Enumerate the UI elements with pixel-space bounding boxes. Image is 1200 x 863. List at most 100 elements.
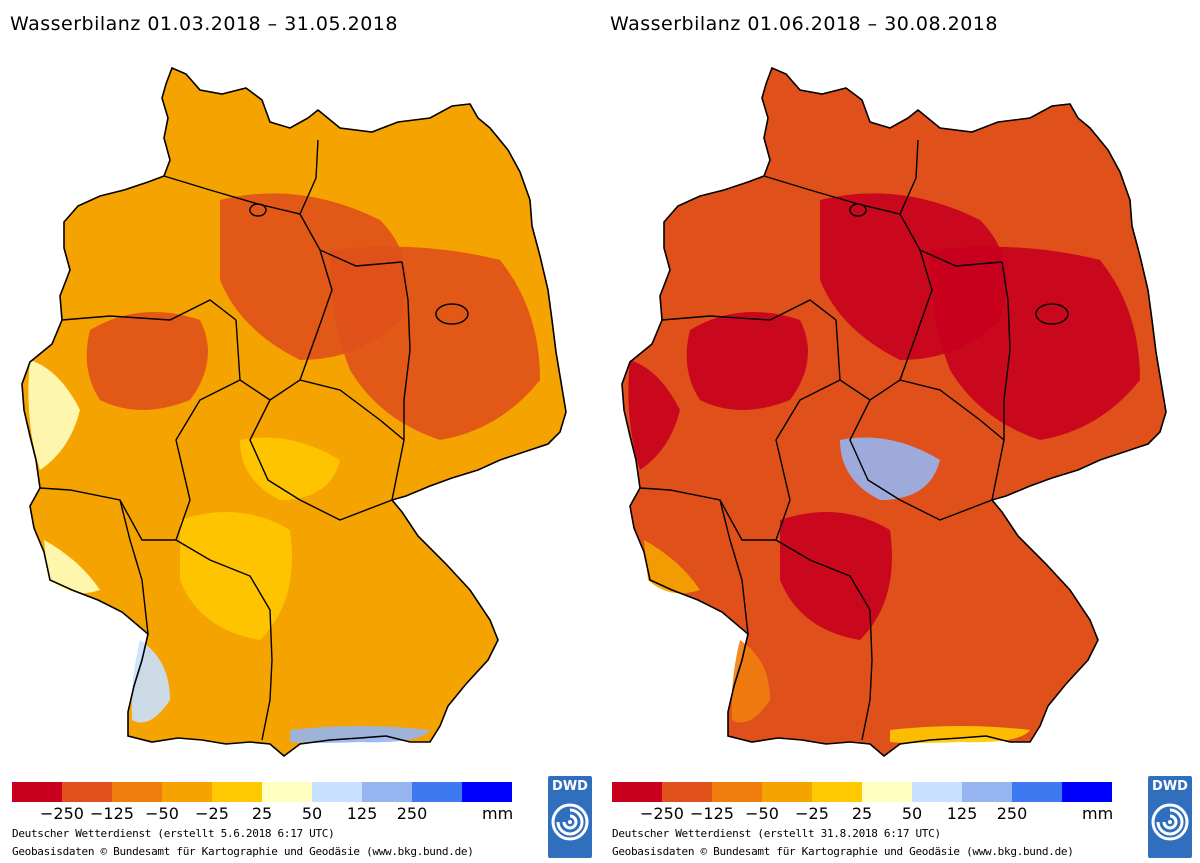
- color-scale: [612, 782, 1112, 802]
- tick-label: −125: [90, 804, 134, 823]
- tick-label: 125: [346, 804, 378, 823]
- germany-map: [621, 66, 1167, 758]
- balance-zone: [240, 437, 340, 500]
- dwd-logo: DWD: [548, 776, 592, 858]
- tick-label: 250: [396, 804, 428, 823]
- country-outline: [21, 66, 567, 758]
- dwd-logo-text: DWD: [1152, 779, 1188, 794]
- credit-line: Geobasisdaten © Bundesamt für Kartograph…: [12, 845, 474, 858]
- state-border: [991, 261, 1011, 501]
- color-scale: [12, 782, 512, 802]
- state-border: [249, 203, 267, 217]
- scale-swatch: [712, 782, 762, 802]
- credit-line: Geobasisdaten © Bundesamt für Kartograph…: [612, 845, 1074, 858]
- scale-swatch: [362, 782, 412, 802]
- scale-swatch: [312, 782, 362, 802]
- state-border: [249, 399, 393, 521]
- tick-label: −125: [690, 804, 734, 823]
- map-title: Wasserbilanz 01.03.2018 – 31.05.2018: [10, 13, 398, 35]
- scale-ticks: −250 −125 −50 −25 25 50 125 250: [612, 804, 1132, 824]
- scale-swatch: [812, 782, 862, 802]
- balance-zone: [86, 312, 208, 410]
- scale-swatch: [1012, 782, 1062, 802]
- germany-shape: [622, 68, 1166, 756]
- dwd-logo: DWD: [1148, 776, 1192, 858]
- state-border: [163, 139, 319, 215]
- scale-swatch: [912, 782, 962, 802]
- scale-swatch: [1062, 782, 1112, 802]
- state-border: [775, 319, 841, 541]
- state-border: [175, 319, 241, 541]
- scale-swatch: [462, 782, 512, 802]
- scale-swatch: [962, 782, 1012, 802]
- map-panel-spring: Wasserbilanz 01.03.2018 – 31.05.2018 −25…: [10, 13, 592, 858]
- balance-zone: [686, 312, 808, 410]
- scale-swatch: [162, 782, 212, 802]
- scale-swatch: [62, 782, 112, 802]
- tick-label: −50: [745, 804, 779, 823]
- state-border: [119, 499, 149, 635]
- state-border: [849, 399, 993, 521]
- tick-label: −25: [195, 804, 229, 823]
- tick-label: −250: [640, 804, 684, 823]
- balance-zone: [628, 360, 680, 470]
- balance-zone: [930, 246, 1140, 440]
- tick-label: −25: [795, 804, 829, 823]
- credit-line: Deutscher Wetterdienst (erstellt 5.6.201…: [12, 827, 335, 840]
- tick-label: −250: [40, 804, 84, 823]
- balance-zone: [840, 437, 940, 500]
- state-border: [391, 261, 411, 501]
- state-border: [763, 139, 919, 215]
- state-border: [299, 213, 403, 267]
- state-borders: [639, 139, 1069, 741]
- state-border: [775, 539, 873, 741]
- germany-shape: [22, 68, 566, 756]
- state-border: [899, 379, 1005, 441]
- balance-zone: [180, 512, 292, 640]
- state-border: [849, 203, 867, 217]
- balance-zone: [780, 512, 892, 640]
- swirl-icon: [551, 803, 589, 841]
- tick-label: 50: [901, 804, 923, 823]
- tick-label: 125: [946, 804, 978, 823]
- unit-label: mm: [482, 804, 514, 823]
- state-border: [61, 299, 237, 321]
- dwd-logo-text: DWD: [552, 779, 588, 794]
- state-border: [719, 499, 749, 635]
- credit-line: Deutscher Wetterdienst (erstellt 31.8.20…: [612, 827, 941, 840]
- scale-swatch: [12, 782, 62, 802]
- tick-label: 250: [996, 804, 1028, 823]
- tick-label: 25: [851, 804, 873, 823]
- water-balance-zones: [628, 193, 1140, 743]
- scale-swatch: [662, 782, 712, 802]
- state-border: [1035, 303, 1069, 325]
- state-border: [239, 249, 333, 401]
- map-panel-summer: Wasserbilanz 01.06.2018 – 30.08.2018 −25…: [600, 0, 1200, 863]
- tick-label: 50: [301, 804, 323, 823]
- state-border: [175, 539, 273, 741]
- state-border: [661, 299, 837, 321]
- unit-label: mm: [1082, 804, 1114, 823]
- scale-swatch: [762, 782, 812, 802]
- swirl-icon: [1151, 803, 1189, 841]
- country-outline: [621, 66, 1167, 758]
- scale-swatch: [212, 782, 262, 802]
- germany-map: [21, 66, 567, 758]
- balance-zone: [44, 540, 100, 594]
- scale-swatch: [862, 782, 912, 802]
- tick-label: 25: [251, 804, 273, 823]
- balance-zone: [28, 360, 80, 470]
- scale-swatch: [262, 782, 312, 802]
- state-borders: [39, 139, 469, 741]
- scale-swatch: [412, 782, 462, 802]
- tick-label: −50: [145, 804, 179, 823]
- state-border: [839, 249, 933, 401]
- scale-ticks: −250 −125 −50 −25 25 50 125 250: [12, 804, 532, 824]
- balance-zone: [330, 246, 540, 440]
- scale-swatch: [612, 782, 662, 802]
- scale-swatch: [112, 782, 162, 802]
- balance-zone: [644, 540, 700, 594]
- map-title: Wasserbilanz 01.06.2018 – 30.08.2018: [610, 13, 998, 35]
- state-border: [299, 379, 405, 441]
- state-border: [899, 213, 1003, 267]
